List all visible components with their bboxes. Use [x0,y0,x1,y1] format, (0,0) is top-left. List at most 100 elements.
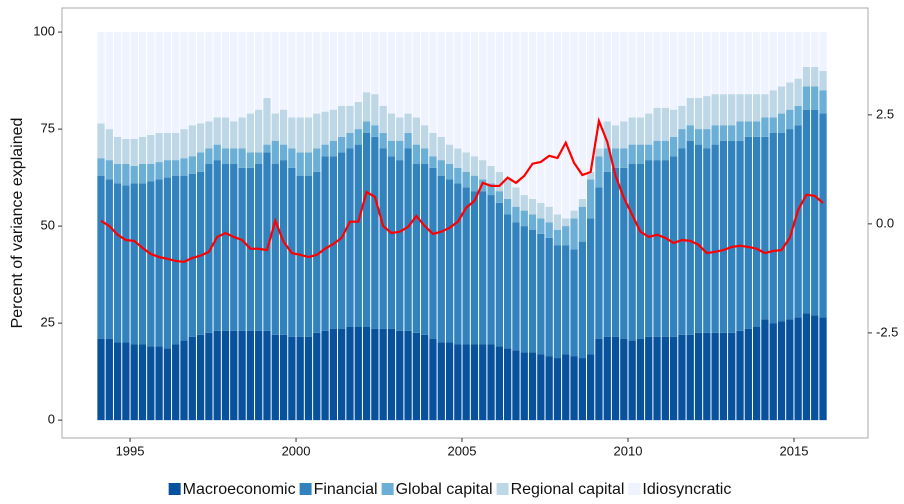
bar-segment [470,32,479,157]
bar-segment [271,164,279,335]
bar-segment [429,338,437,421]
bar-segment [595,338,603,421]
bar-segment [769,117,777,133]
bar-segment [147,164,155,182]
bar-segment [512,350,520,421]
bar-segment [387,113,396,141]
bar-segment [105,179,113,339]
bar-segment [811,315,819,421]
bar-segment [528,352,537,421]
bar-segment [155,32,163,133]
bar-segment [678,105,686,130]
bar-segment [105,338,113,421]
bar-segment [653,140,661,161]
bar-segment [777,86,786,114]
bar-segment [180,158,188,176]
bar-segment [288,336,296,421]
line [100,116,824,263]
bar-segment [404,32,412,114]
bar-segment [462,152,470,172]
bar-segment [346,327,354,421]
bar-segment [728,332,736,421]
bar-segment [196,334,205,421]
bar-segment [155,162,163,180]
bar-segment [313,113,321,149]
bar-segment [761,117,769,137]
bar-segment [694,144,703,333]
bar-segment [562,218,570,227]
bar-segment [719,125,728,141]
bar-segment [213,32,221,118]
bar-segment [794,317,802,421]
bar-segment [246,152,255,168]
bar-segment [338,136,346,153]
bar-segment [188,32,196,126]
bar-segment [545,32,553,207]
bar-segment [744,32,752,95]
x-tick-label: 2005 [448,443,477,458]
bar-segment [786,129,794,320]
bar-segment [396,330,404,421]
bar-segment [512,206,520,223]
bar-segment [113,136,122,165]
bar-segment [645,32,653,114]
bar-segment [562,226,570,246]
bar-segment [279,32,288,110]
bar-segment [736,121,744,141]
bar-segment [338,152,346,329]
bar-segment [296,32,304,118]
bar-segment [255,330,263,421]
legend-label: Macroeconomic [183,481,296,498]
bar-segment [321,32,329,112]
bar-segment [462,344,470,421]
bar-segment [313,148,321,172]
bar-segment [811,109,819,316]
bar-segment [113,342,122,421]
bar-segment [728,94,736,126]
bar-segment [404,148,412,331]
bar-segment [329,32,338,110]
bar-segment [470,156,479,176]
bar-segment [520,210,528,227]
bar-segment [653,32,661,108]
bar-segment [520,226,528,353]
bar-segment [794,78,802,106]
bar-segment [669,136,678,157]
bar-segment [379,105,387,133]
bar-segment [196,32,205,124]
bar-segment [537,218,545,234]
bar-segment [694,129,703,145]
bar-segment [553,229,562,246]
bar-segment [479,344,487,421]
bar-segment [371,136,379,329]
legend-swatch [381,483,394,495]
bar-segment [412,332,421,421]
bar-segment [238,117,246,149]
bar-segment [620,167,628,339]
bar-segment [811,86,819,110]
bar-segment [396,32,404,118]
bar-segment [711,32,719,95]
legend-label: Global capital [396,481,493,498]
bar-segment [421,148,429,165]
bar-segment [562,245,570,355]
legend-swatch [299,483,312,495]
bar-segment [421,164,429,335]
y-tick-label: 25 [41,315,55,330]
bar-segment [678,334,686,421]
bar-segment [777,321,786,421]
bar-segment [130,138,138,166]
bar-segment [819,90,827,114]
bar-segment [288,32,296,118]
bar-segment [636,32,645,118]
bar-segment [238,148,246,168]
bar-segment [769,323,777,421]
bar-segment [338,105,346,137]
bar-segment [213,144,221,161]
bar-segment [703,332,711,421]
bar-segment [445,164,454,180]
bar-segment [304,336,313,421]
bar-segment [296,336,304,421]
bar-segment [263,144,271,153]
